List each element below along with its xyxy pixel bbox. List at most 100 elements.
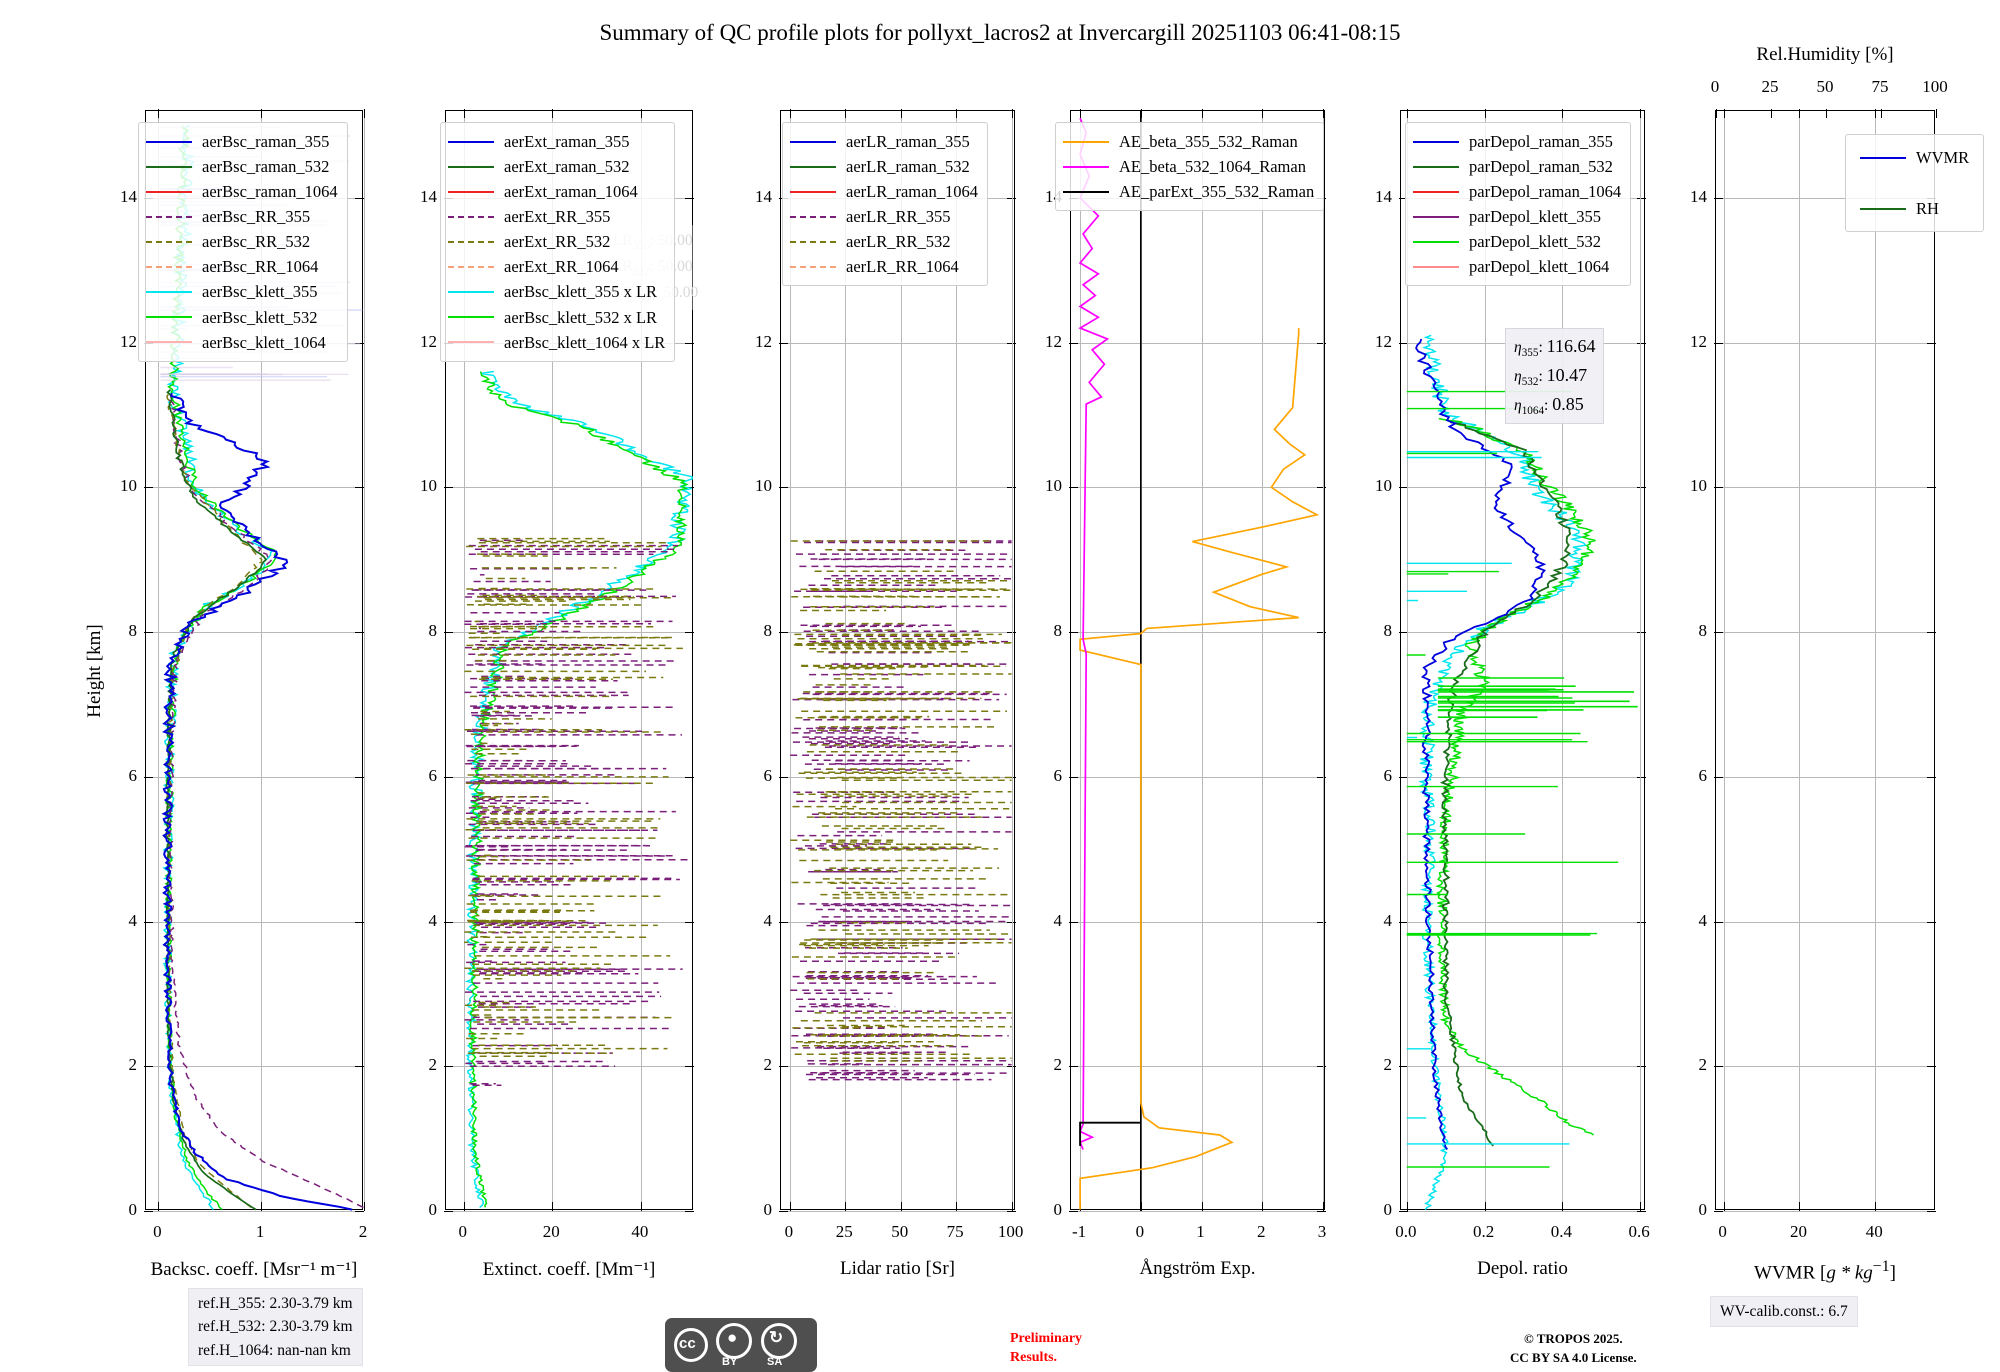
- preliminary-line-1: Preliminary: [1010, 1331, 1083, 1346]
- legend-item[interactable]: aerBsc_klett_532: [146, 305, 338, 330]
- top-x-tick-label: 50: [1816, 77, 1834, 96]
- plot-panel-lidar-ratio: [779, 109, 1016, 1212]
- x-tick-label: 0.6: [1628, 1222, 1650, 1241]
- legend-item[interactable]: parDepol_raman_532: [1413, 154, 1621, 179]
- legend-item[interactable]: RH: [1860, 196, 1969, 221]
- legend-extinction: aerExt_raman_355 aerExt_raman_532 aerExt_r…: [440, 122, 676, 362]
- legend-item[interactable]: aerLR_raman_1064: [790, 179, 978, 204]
- gridline-vertical: [1262, 111, 1264, 1209]
- legend-item[interactable]: parDepol_klett_355: [1413, 204, 1621, 229]
- copyright-line-1: © TROPOS 2025.: [1523, 1331, 1623, 1346]
- legend-line-swatch: [1063, 140, 1109, 143]
- ref-h-1064: ref.H_1064: nan-nan km: [198, 1341, 351, 1359]
- legend-item[interactable]: aerBsc_klett_355 x LR: [448, 279, 665, 304]
- y-tick-label: 8: [763, 621, 773, 641]
- y-tick-right: [1317, 776, 1326, 778]
- y-tick-label: 0: [428, 1200, 438, 1219]
- gridline-horizontal: [781, 487, 1014, 489]
- legend-item[interactable]: aerBsc_RR_355: [146, 204, 338, 229]
- legend-item[interactable]: aerBsc_raman_532: [146, 154, 338, 179]
- legend-item[interactable]: aerBsc_raman_1064: [146, 179, 338, 204]
- gridline-horizontal: [1716, 1066, 1934, 1068]
- x-tick-top: [1723, 109, 1725, 118]
- gridline-horizontal: [1401, 632, 1644, 634]
- x-tick: [1406, 1202, 1408, 1211]
- gridline-vertical: [261, 111, 263, 1209]
- x-tick: [789, 1202, 791, 1211]
- y-tick-right: [355, 487, 364, 489]
- legend-label: aerLR_raman_1064: [846, 182, 978, 202]
- legend-label: aerBsc_RR_355: [202, 207, 311, 227]
- gridline-horizontal: [146, 921, 362, 923]
- y-tick-label: 2: [128, 1055, 138, 1075]
- legend-item[interactable]: aerBsc_RR_532: [146, 229, 338, 254]
- y-tick-right: [1637, 342, 1646, 344]
- y-tick-right: [1637, 1211, 1646, 1212]
- y-tick-right: [1637, 197, 1646, 199]
- legend-label: aerBsc_raman_355: [202, 132, 330, 151]
- legend-item[interactable]: aerExt_RR_532: [448, 229, 665, 254]
- legend-item[interactable]: aerLR_RR_355: [790, 204, 978, 229]
- y-tick-right: [1317, 1066, 1326, 1068]
- legend-item[interactable]: aerBsc_klett_532 x LR: [448, 305, 665, 330]
- y-tick: [144, 1066, 153, 1068]
- copyright-line-2: CC BY SA 4.0 License.: [1510, 1349, 1637, 1365]
- legend-item[interactable]: WVMR: [1860, 145, 1969, 170]
- y-tick-right: [1317, 487, 1326, 489]
- legend-item[interactable]: parDepol_raman_1064: [1413, 179, 1621, 204]
- legend-item[interactable]: aerLR_raman_355: [790, 129, 978, 154]
- legend-item[interactable]: AE_beta_355_532_Raman: [1063, 129, 1314, 154]
- x-tick-label: 3: [1317, 1222, 1327, 1241]
- legend-item[interactable]: aerLR_raman_532: [790, 154, 978, 179]
- y-tick-label: 8: [1053, 621, 1063, 641]
- gridline-horizontal: [1071, 487, 1324, 489]
- legend-item[interactable]: aerBsc_klett_1064: [146, 330, 338, 355]
- legend-item[interactable]: aerExt_raman_1064: [448, 179, 665, 204]
- legend-label: RH: [1916, 199, 1939, 219]
- legend-item[interactable]: AE_parExt_355_532_Raman: [1063, 179, 1314, 204]
- gridline-horizontal: [781, 342, 1014, 344]
- x-tick-top: [1799, 109, 1801, 118]
- legend-item[interactable]: aerExt_raman_355: [448, 129, 665, 154]
- legend-line-swatch: [448, 240, 494, 243]
- legend-item[interactable]: parDepol_klett_1064: [1413, 254, 1621, 279]
- legend-item[interactable]: parDepol_raman_355: [1413, 129, 1621, 154]
- x-tick-label: 2: [1257, 1222, 1266, 1241]
- x-axis-title-wvmr-rh: WVMR [g * kg−1]: [1754, 1258, 1896, 1284]
- legend-item[interactable]: aerBsc_raman_355: [146, 129, 338, 154]
- top-x-tick-label: 25: [1761, 77, 1779, 96]
- legend-item[interactable]: parDepol_klett_532: [1413, 229, 1621, 254]
- x-tick-label: 0.2: [1472, 1222, 1495, 1241]
- x-tick: [1799, 1202, 1801, 1211]
- x-tick-top: [1562, 109, 1564, 118]
- legend-line-swatch: [448, 215, 494, 218]
- legend-item[interactable]: aerExt_RR_1064: [448, 254, 665, 279]
- legend-item[interactable]: aerBsc_klett_355: [146, 279, 338, 304]
- y-tick-right: [355, 921, 364, 923]
- y-tick: [779, 487, 788, 489]
- y-tick: [144, 487, 153, 489]
- legend-item[interactable]: aerExt_raman_532: [448, 154, 665, 179]
- y-tick: [1069, 342, 1078, 344]
- legend-item[interactable]: AE_beta_532_1064_Raman: [1063, 154, 1314, 179]
- legend-item[interactable]: aerLR_RR_532: [790, 229, 978, 254]
- gridline-horizontal: [1716, 197, 1934, 199]
- legend-item[interactable]: aerLR_RR_1064: [790, 254, 978, 279]
- x-tick-top: [552, 109, 554, 118]
- legend-item[interactable]: aerBsc_RR_1064: [146, 254, 338, 279]
- y-tick: [444, 1066, 453, 1068]
- y-tick-label: 10: [1045, 476, 1062, 496]
- legend-item[interactable]: aerExt_RR_355: [448, 204, 665, 229]
- preliminary-line-2: Results.: [1010, 1349, 1058, 1365]
- gridline-horizontal: [446, 921, 692, 923]
- annotation-label: η: [1514, 367, 1522, 385]
- legend-item[interactable]: aerBsc_klett_1064 x LR: [448, 330, 665, 355]
- y-tick: [1399, 342, 1408, 344]
- y-tick: [1714, 1066, 1723, 1068]
- legend-line-swatch: [1063, 190, 1109, 193]
- legend-line-swatch: [790, 190, 836, 193]
- y-tick: [1069, 776, 1078, 778]
- gridline-vertical: [1799, 111, 1801, 1209]
- y-tick-label: 14: [1690, 186, 1707, 206]
- annotation-value: 116.64: [1546, 336, 1596, 356]
